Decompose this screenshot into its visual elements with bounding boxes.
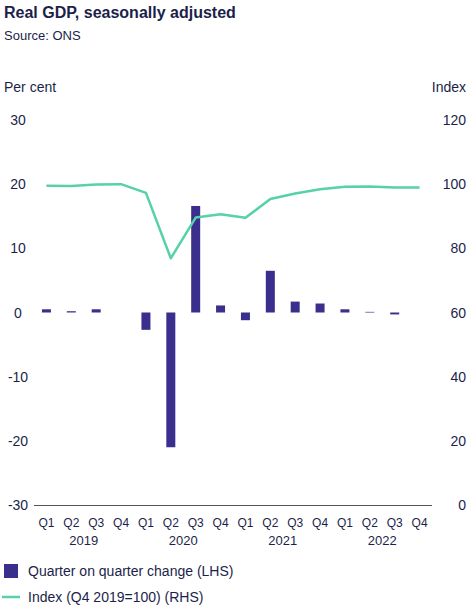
x-tick-label: Q4 (412, 516, 428, 530)
x-tick-label: Q2 (262, 516, 278, 530)
plot (42, 184, 420, 447)
y2-axis-title: Index (432, 79, 466, 95)
x-tick-label: Q2 (362, 516, 378, 530)
bar (42, 309, 51, 312)
x-tick-label: Q4 (113, 516, 129, 530)
x-tick-label: Q2 (63, 516, 79, 530)
bar (291, 302, 300, 313)
legend-label: Quarter on quarter change (LHS) (28, 563, 233, 579)
bar (266, 271, 275, 313)
bar (67, 311, 76, 312)
bar (92, 309, 101, 312)
x-axis-line (34, 505, 432, 506)
line (46, 184, 419, 258)
bar (241, 313, 250, 321)
y-tick-label: 30 (10, 112, 26, 128)
y2-tick-label: 40 (450, 369, 466, 385)
x-tick-label: Q1 (337, 516, 353, 530)
bar (117, 312, 126, 313)
bar (166, 313, 175, 448)
x-tick-label: Q3 (387, 516, 403, 530)
y-tick-label: 10 (10, 240, 26, 256)
x-tick-label: Q4 (213, 516, 229, 530)
x-tick-label: Q1 (138, 516, 154, 530)
bar (316, 304, 325, 313)
x-tick-label: Q1 (38, 516, 54, 530)
chart: Real GDP, seasonally adjusted Source: ONS… (0, 0, 472, 616)
y2-tick-label: 120 (443, 112, 467, 128)
y-tick-label: 0 (14, 305, 22, 321)
x-group-label: 2022 (368, 533, 397, 548)
x-group-label: 2019 (69, 533, 98, 548)
x-tick-label: Q3 (287, 516, 303, 530)
x-tick-label: Q3 (88, 516, 104, 530)
x-group-label: 2021 (268, 533, 297, 548)
bar (390, 313, 399, 315)
x-tick-label: Q2 (163, 516, 179, 530)
bar (141, 313, 150, 330)
legend-swatch (4, 564, 18, 578)
x-group-label: 2020 (169, 533, 198, 548)
bar (216, 305, 225, 312)
y-tick-label: 20 (10, 176, 26, 192)
y2-tick-label: 100 (443, 176, 467, 192)
y2-tick-label: 80 (450, 240, 466, 256)
subtitle: Source: ONS (4, 28, 81, 43)
y2-tick-label: 0 (458, 497, 466, 513)
bar (415, 312, 424, 313)
legend-swatch (2, 596, 20, 599)
legend-label: Index (Q4 2019=100) (RHS) (28, 589, 203, 605)
y-tick-label: -10 (8, 369, 28, 385)
x-tick-label: Q4 (312, 516, 328, 530)
title: Real GDP, seasonally adjusted (4, 4, 236, 21)
y-axis-title: Per cent (4, 79, 56, 95)
y-tick-label: -30 (8, 497, 28, 513)
bar (340, 309, 349, 312)
y2-tick-label: 20 (450, 433, 466, 449)
bar (365, 311, 374, 313)
y-tick-label: -20 (8, 433, 28, 449)
x-tick-label: Q3 (188, 516, 204, 530)
x-tick-label: Q1 (237, 516, 253, 530)
y2-tick-label: 60 (450, 305, 466, 321)
